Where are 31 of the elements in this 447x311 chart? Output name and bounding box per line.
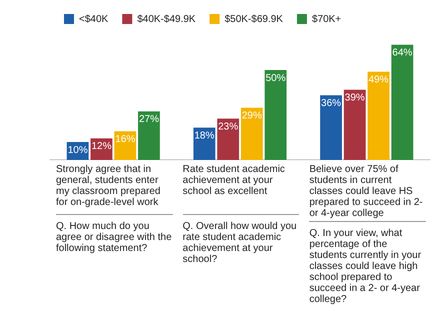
data-label: 64% — [392, 48, 412, 59]
data-label: 39% — [344, 92, 365, 104]
data-label: 29% — [242, 110, 262, 122]
legend-label: $40K-$49.9K — [137, 14, 196, 25]
data-label: 23% — [218, 121, 238, 132]
data-label: 10% — [68, 144, 88, 156]
legend-label: $70K+ — [312, 14, 342, 25]
bar — [193, 128, 216, 160]
data-label: 50% — [266, 72, 286, 84]
data-label: 12% — [91, 141, 112, 152]
legend-label: <$40K — [79, 14, 109, 25]
bar — [240, 108, 263, 160]
bar — [344, 90, 366, 160]
bar — [138, 111, 160, 160]
bar — [217, 118, 240, 160]
data-label: 27% — [138, 114, 160, 126]
x-tick-label: Believe over 75% of students in current classes could leave HS prepared to succeed in 2- or 4-year college — [309, 164, 424, 221]
data-label: 49% — [368, 74, 389, 86]
data-label: 36% — [321, 98, 342, 109]
x-tick-label: Strongly agree that in general, students enter my classroom prepared for on-grade-level work — [56, 164, 162, 210]
bar — [264, 70, 287, 160]
legend-label: $50K-$69.9K — [224, 14, 284, 25]
bar — [368, 72, 390, 160]
data-label: 18% — [194, 130, 214, 142]
x-tick-label: Rate student academic achievement at your school as excellent — [182, 164, 286, 199]
text: Q. In your view, what percentage of the students currently in your classes could leave high school prepared to succeed in a 2- or 4-year college? — [309, 221, 426, 305]
text: Q. Overall how would you rate student academic achievement at your school? — [182, 214, 300, 265]
data-label: 16% — [115, 134, 136, 145]
bar — [320, 95, 342, 160]
bar — [391, 44, 414, 160]
text: Q. How much do you agree or disagree with the following statement? — [56, 214, 173, 254]
